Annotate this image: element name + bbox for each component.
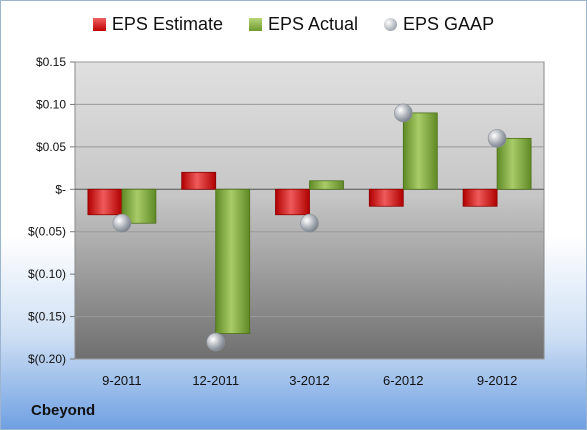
legend-swatch-actual xyxy=(248,18,262,31)
legend-swatch-gaap xyxy=(384,18,398,31)
bar-eps-estimate xyxy=(275,188,310,216)
y-tick-label: $0.10 xyxy=(36,97,66,111)
marker-eps-gaap xyxy=(112,213,132,233)
bar-eps-estimate xyxy=(462,188,498,207)
y-tick-label: $(0.20) xyxy=(28,352,66,366)
x-tick-label: 6-2012 xyxy=(383,373,423,388)
legend-item-gaap: EPS GAAP xyxy=(384,14,494,35)
legend-swatch-estimate xyxy=(92,18,106,31)
marker-eps-gaap xyxy=(300,213,319,233)
y-tick-label: $0.15 xyxy=(36,55,66,69)
bar-eps-estimate xyxy=(87,188,123,216)
bar-eps-actual xyxy=(496,137,532,190)
bar-eps-estimate xyxy=(368,188,404,207)
y-axis-ticks: $0.15 $0.10 $0.05 $- $(0.05) $(0.10) $(0.15) $(… xyxy=(28,55,75,366)
y-tick-label: $(0.15) xyxy=(28,310,66,324)
legend-label-actual: EPS Actual xyxy=(267,14,359,34)
company-name: Cbeyond xyxy=(31,402,96,419)
bar-eps-estimate xyxy=(181,171,217,190)
marker-eps-gaap xyxy=(393,103,413,123)
marker-eps-gaap xyxy=(206,332,225,352)
bar-eps-actual xyxy=(215,188,251,334)
y-tick-label: $- xyxy=(55,182,66,196)
y-tick-label: $0.05 xyxy=(36,140,66,154)
bar-eps-actual xyxy=(309,180,344,190)
bar-eps-actual xyxy=(402,112,438,190)
legend-item-actual: EPS Actual xyxy=(248,14,359,35)
y-tick-label: $(0.10) xyxy=(28,267,66,281)
legend-label-estimate: EPS Estimate xyxy=(111,14,223,34)
gaap-markers xyxy=(112,103,507,352)
chart-legend: EPS Estimate EPS Actual EPS GAAP xyxy=(0,14,587,35)
legend-label-gaap: EPS GAAP xyxy=(403,14,495,34)
x-tick-label: 9-2011 xyxy=(102,373,142,388)
x-tick-label: 3-2012 xyxy=(289,373,329,388)
legend-item-estimate: EPS Estimate xyxy=(92,14,223,35)
x-axis-ticks: 9-2011 12-2011 3-2012 6-2012 9-2012 xyxy=(102,373,517,388)
y-tick-label: $(0.05) xyxy=(28,225,66,239)
x-tick-label: 9-2012 xyxy=(477,373,517,388)
bars xyxy=(87,112,532,334)
marker-eps-gaap xyxy=(487,129,507,148)
x-tick-label: 12-2011 xyxy=(192,373,239,388)
